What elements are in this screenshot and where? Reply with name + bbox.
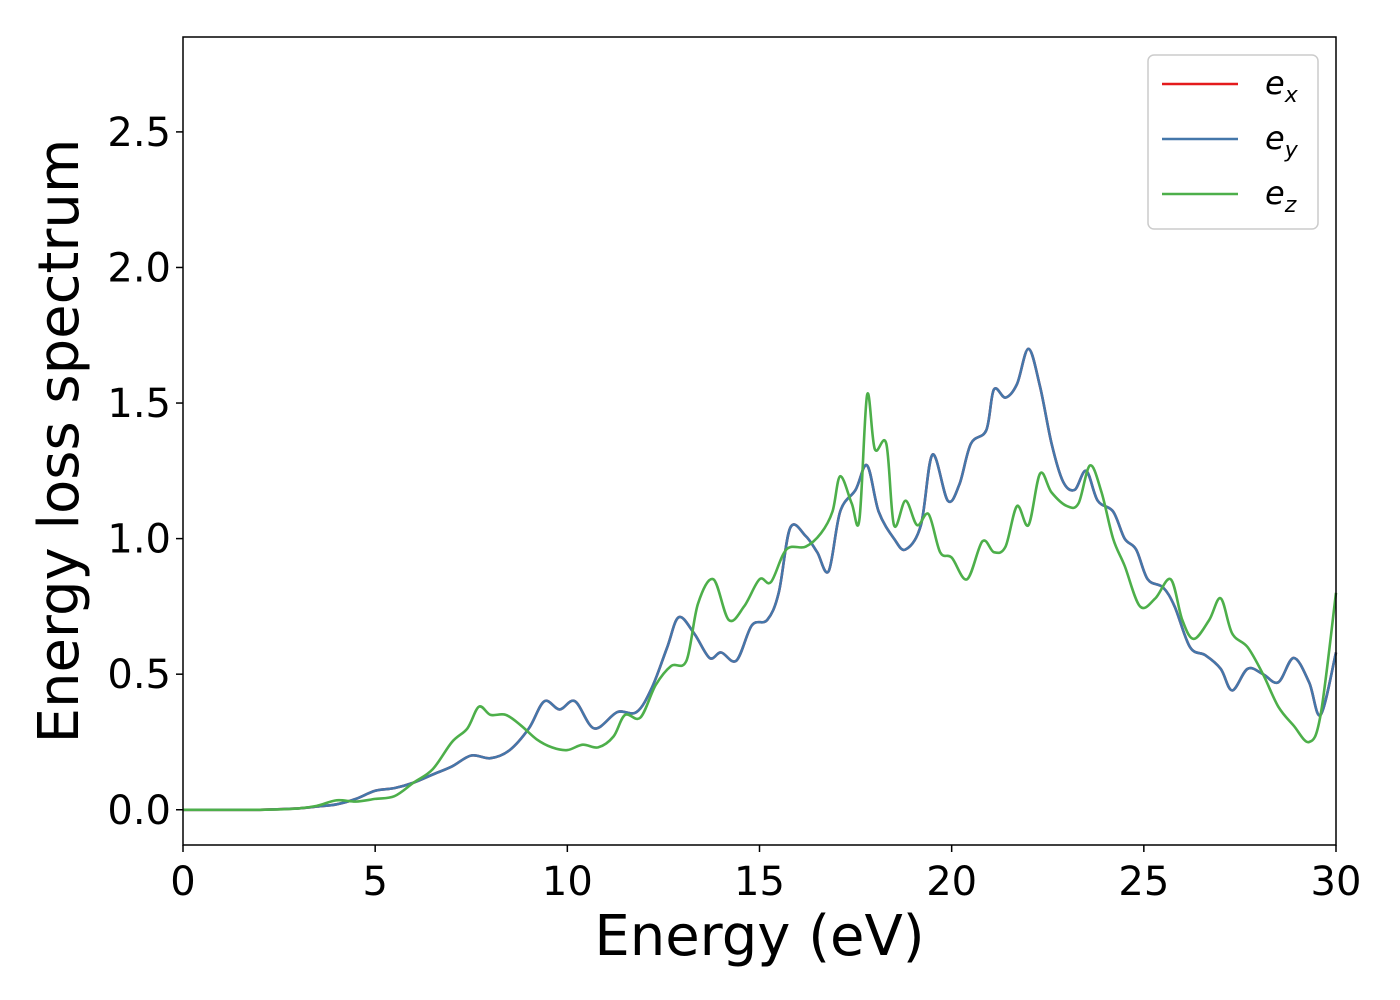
x-axis-ticks: 0 5 10 15 20 25 30 <box>170 845 1361 905</box>
y-tick-label: 2.5 <box>107 110 171 156</box>
y-tick-label: 2.0 <box>107 245 171 291</box>
series-line-ez <box>182 392 1338 812</box>
legend-box <box>1147 54 1319 230</box>
x-tick-label: 25 <box>1118 859 1169 905</box>
y-tick-label: 0.5 <box>107 652 171 698</box>
plot-area <box>183 37 1336 845</box>
x-tick-label: 15 <box>734 859 785 905</box>
y-axis-ticks: 0.0 0.5 1.0 1.5 2.0 2.5 <box>107 110 183 834</box>
x-tick-label: 5 <box>362 859 387 905</box>
x-tick-label: 0 <box>170 859 195 905</box>
x-tick-label: 10 <box>542 859 593 905</box>
y-tick-label: 1.0 <box>107 517 171 563</box>
series-layer <box>182 347 1338 812</box>
x-tick-label: 20 <box>926 859 977 905</box>
x-axis-title: Energy (eV) <box>594 904 924 969</box>
legend-label-ey: ey <box>1265 119 1299 163</box>
y-axis-title: Energy loss spectrum <box>27 139 92 744</box>
y-tick-label: 1.5 <box>107 381 171 427</box>
legend: ex ey ez <box>1147 54 1319 230</box>
legend-label-ex: ex <box>1265 64 1299 108</box>
x-tick-label: 30 <box>1311 859 1362 905</box>
y-tick-label: 0.0 <box>107 788 171 834</box>
legend-label-ez: ez <box>1265 174 1297 218</box>
